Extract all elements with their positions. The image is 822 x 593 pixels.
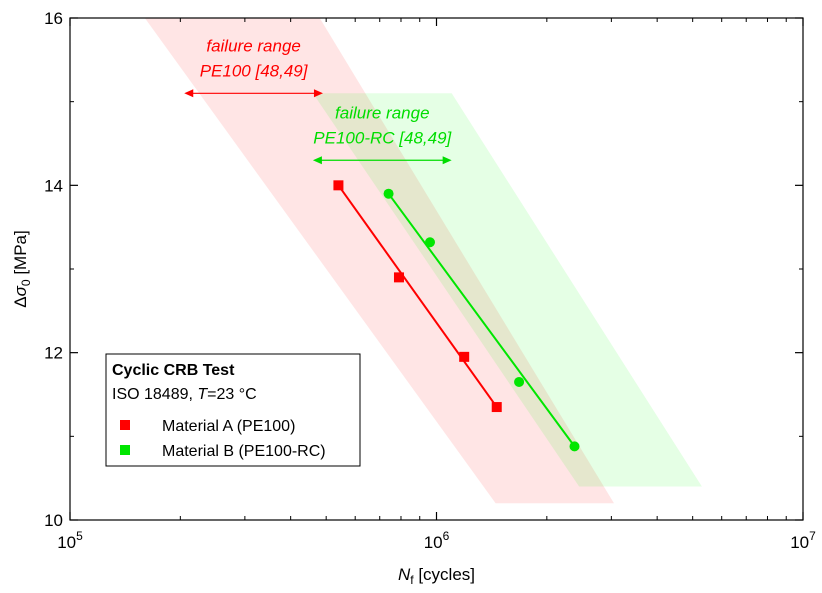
annotation-arrowhead-left-2 xyxy=(312,156,322,165)
failure-band-2 xyxy=(312,93,702,487)
annotation-ref-2: PE100-RC [48,49] xyxy=(313,129,452,148)
failure-range-annotations: failure range PE100 [48,49] failure range P… xyxy=(184,36,453,165)
legend-box xyxy=(105,353,361,467)
annotation-title-2: failure range xyxy=(335,103,430,122)
failure-band-1 xyxy=(144,18,615,504)
data-point-series-2 xyxy=(383,188,394,199)
data-point-series-1 xyxy=(491,402,502,413)
y-tick-label: 12 xyxy=(44,344,63,363)
fit-line-series-1 xyxy=(337,184,498,408)
annotation-arrowhead-right-2 xyxy=(442,156,452,165)
y-axis-title: Δσ0 [MPa] xyxy=(11,230,33,307)
data-point-series-1 xyxy=(333,180,344,191)
legend-swatch xyxy=(120,445,130,455)
axis-tick-labels: 105 106 107 10 12 14 16 xyxy=(44,9,816,552)
y-tick-label: 14 xyxy=(44,176,63,195)
x-tick-label: 107 xyxy=(790,529,816,552)
failure-range-bands xyxy=(144,18,702,504)
data-point-series-2 xyxy=(569,441,580,452)
legend-swatch xyxy=(120,420,130,430)
annotation-arrowhead-right-1 xyxy=(313,89,323,98)
data-series xyxy=(333,180,580,452)
data-point-series-1 xyxy=(459,351,470,362)
legend-entry: Material B (PE100-RC) xyxy=(162,443,326,460)
axis-titles: Nf [cycles] Δσ0 [MPa] xyxy=(11,230,475,587)
data-point-series-2 xyxy=(514,376,525,387)
legend-title: Cyclic CRB Test xyxy=(112,362,235,379)
y-tick-label: 16 xyxy=(44,9,63,28)
data-point-series-1 xyxy=(393,272,404,283)
annotation-title-1: failure range xyxy=(206,36,301,55)
legend-subtitle: ISO 18489, T=23 °C xyxy=(112,386,257,403)
annotation-ref-1: PE100 [48,49] xyxy=(200,62,309,81)
x-tick-label: 105 xyxy=(57,529,83,552)
legend: Cyclic CRB Test ISO 18489, T=23 °C Materia… xyxy=(105,353,361,467)
legend-entry: Material A (PE100) xyxy=(162,418,295,435)
x-tick-label: 106 xyxy=(424,529,450,552)
fit-line-series-2 xyxy=(387,193,576,447)
axis-ticks xyxy=(69,17,804,521)
data-point-series-2 xyxy=(425,237,436,248)
annotation-arrowhead-left-1 xyxy=(184,89,194,98)
y-tick-label: 10 xyxy=(44,511,63,530)
x-axis-title: Nf [cycles] xyxy=(398,565,475,587)
